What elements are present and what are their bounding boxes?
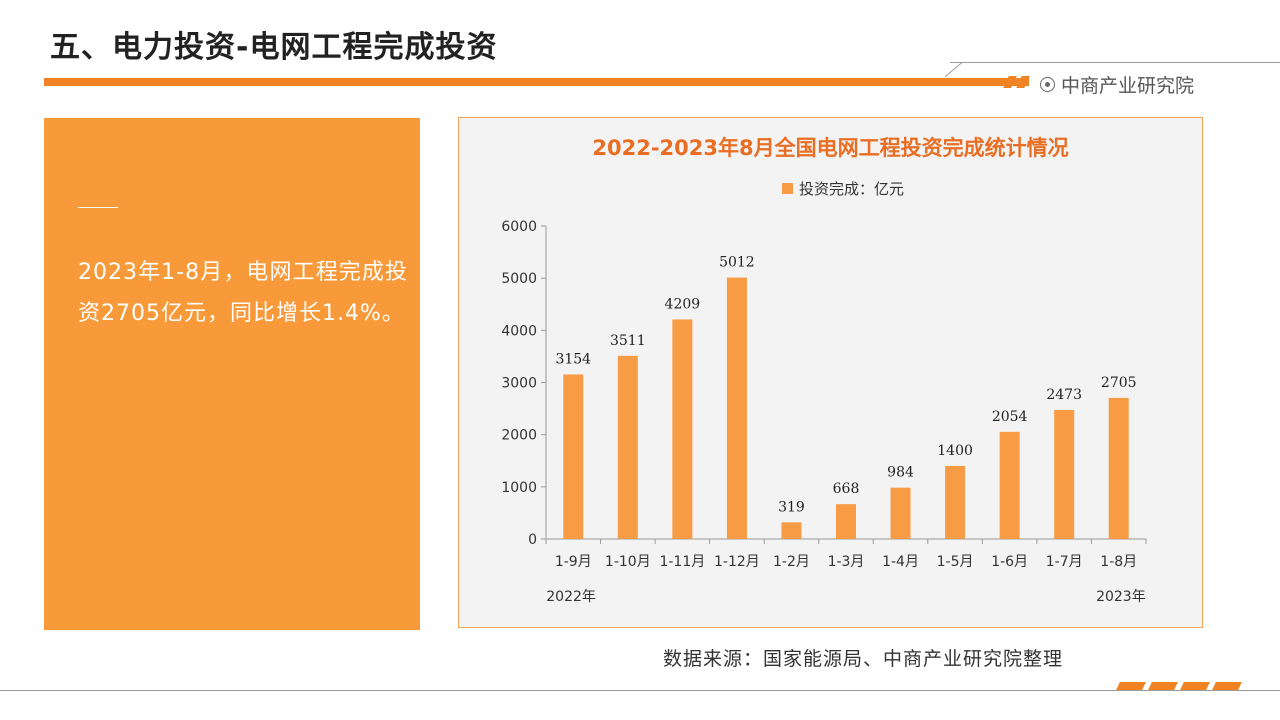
data-label: 5012 (719, 255, 755, 271)
panel-divider (78, 207, 118, 208)
footer-accent-strip (1116, 682, 1146, 690)
summary-panel: 2023年1-8月，电网工程完成投资2705亿元，同比增长1.4%。 (44, 118, 420, 630)
footer-accent-strip (1148, 682, 1178, 690)
x-tick-label: 1-4月 (882, 554, 919, 570)
header-divider-line (950, 62, 1280, 63)
bar (999, 431, 1020, 539)
x-tick-label: 1-12月 (714, 554, 760, 570)
page-title: 五、电力投资-电网工程完成投资 (50, 30, 498, 65)
data-label: 2473 (1046, 387, 1082, 403)
year-label-2023: 2023年 (1096, 589, 1146, 605)
x-tick-label: 1-10月 (605, 554, 651, 570)
data-label: 4209 (665, 296, 701, 312)
y-tick-label: 6000 (501, 219, 537, 235)
y-tick-label: 5000 (501, 271, 537, 287)
x-tick-label: 1-6月 (991, 554, 1028, 570)
x-tick-label: 1-9月 (555, 554, 592, 570)
year-label-2022: 2022年 (546, 589, 596, 605)
data-label: 2054 (992, 409, 1028, 425)
x-tick-label: 1-7月 (1046, 554, 1083, 570)
legend-swatch (782, 182, 793, 194)
y-tick-label: 0 (528, 532, 537, 548)
target-circle-icon (1040, 76, 1055, 92)
y-tick-label: 3000 (501, 376, 537, 392)
summary-text: 2023年1-8月，电网工程完成投资2705亿元，同比增长1.4%。 (78, 260, 408, 326)
bar (1054, 409, 1075, 539)
chart-container: 2022-2023年8月全国电网工程投资完成统计情况 投资完成：亿元 0 1000… (458, 117, 1203, 628)
brand-name: 中商产业研究院 (1061, 74, 1195, 97)
bar (563, 374, 584, 539)
chart-legend: 投资完成：亿元 (782, 178, 904, 198)
footer-accent-strip (1212, 682, 1242, 690)
data-label: 668 (833, 481, 860, 497)
bar (945, 465, 966, 539)
bar-chart: 0 1000 2000 3000 4000 5000 6000 3154 1-9月 3511 1-1… (501, 219, 1147, 605)
footer-line (0, 690, 1280, 691)
bar (1108, 397, 1129, 539)
brand-logo: 中商产业研究院 (1040, 71, 1194, 97)
chart-title: 2022-2023年8月全国电网工程投资完成统计情况 (592, 136, 1069, 160)
data-label: 1400 (937, 443, 973, 459)
bar (726, 277, 747, 539)
data-label: 2705 (1101, 375, 1137, 391)
data-label: 319 (778, 499, 805, 515)
y-tick-label: 2000 (501, 428, 537, 444)
x-tick-label: 1-11月 (659, 554, 705, 570)
data-label: 3511 (610, 333, 646, 349)
data-source: 数据来源：国家能源局、中商产业研究院整理 (663, 648, 1064, 670)
title-accent-bar (44, 78, 1029, 86)
y-tick-label: 1000 (501, 480, 537, 496)
bar (890, 487, 911, 539)
bar (836, 504, 856, 539)
x-tick-label: 1-2月 (773, 554, 810, 570)
header-divider-diagonal (944, 62, 963, 78)
legend-label: 投资完成：亿元 (799, 179, 905, 198)
bar (672, 319, 693, 539)
bar (781, 522, 802, 539)
x-tick-label: 1-3月 (828, 554, 865, 570)
data-label: 3154 (555, 351, 591, 367)
data-label: 984 (887, 465, 914, 481)
x-tick-label: 1-5月 (937, 554, 974, 570)
bar (617, 355, 638, 539)
footer-accent-strip (1180, 682, 1210, 690)
x-tick-label: 1-8月 (1100, 554, 1137, 570)
y-tick-label: 4000 (501, 323, 537, 339)
